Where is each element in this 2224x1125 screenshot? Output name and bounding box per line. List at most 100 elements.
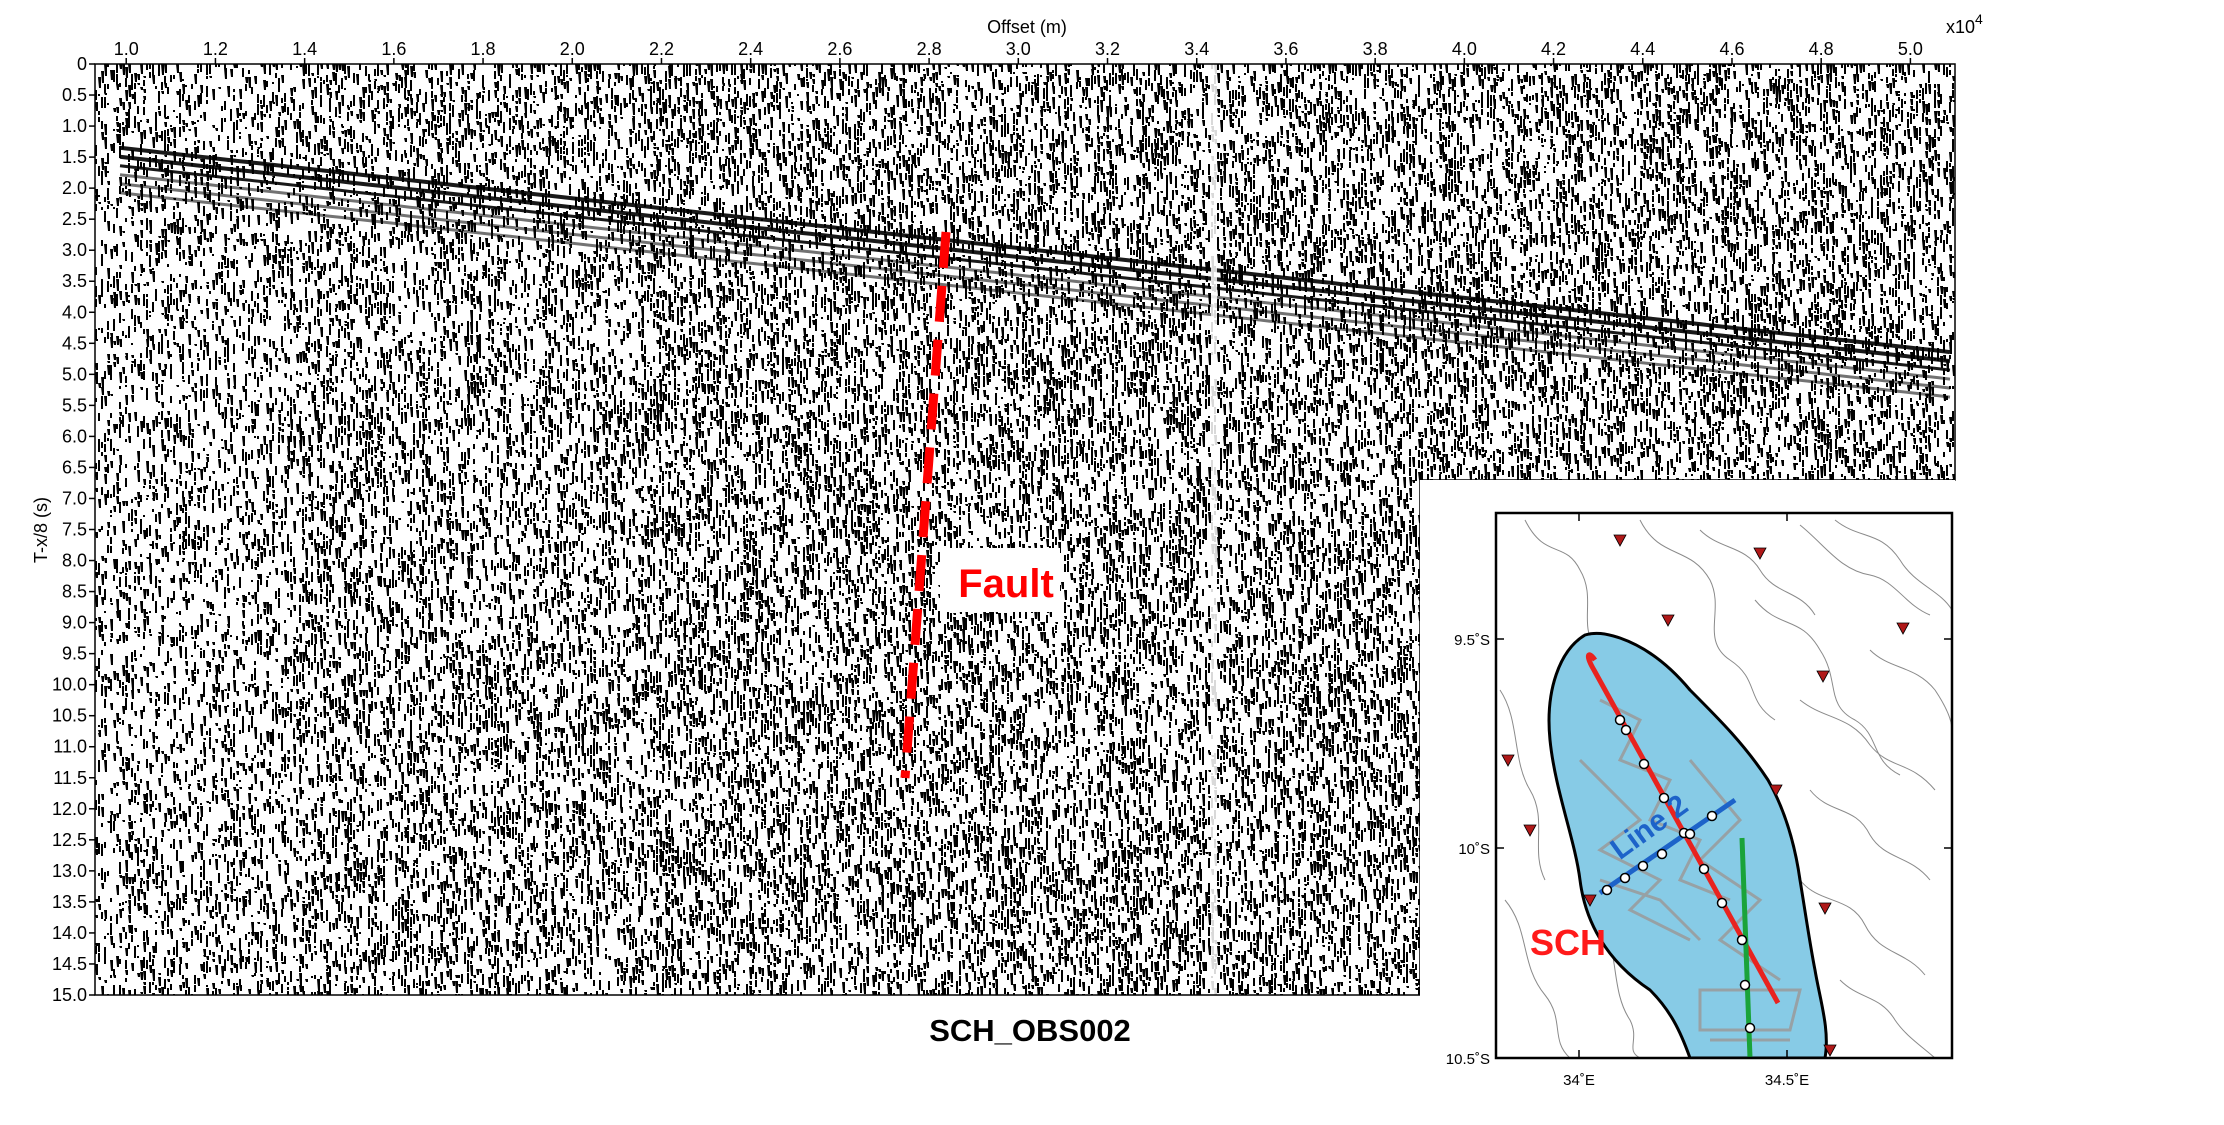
y-tick-label: 11.0 [53, 737, 87, 757]
x-tick-label: 4.0 [1452, 39, 1477, 59]
fault-label-box [940, 548, 1060, 612]
y-tick-label: 1.5 [62, 147, 87, 167]
arrival-band-4 [119, 173, 1951, 381]
station-triangle-marker [1816, 670, 1830, 683]
y-tick-label: 8.5 [62, 582, 87, 602]
y-tick-label: 14.5 [52, 954, 87, 974]
x-tick-label: 2.6 [827, 39, 852, 59]
y-axis-label: T-x/8 (s) [31, 497, 51, 563]
x-tick-label: 1.0 [114, 39, 139, 59]
inset-map: Line 2 SCH 9.5˚S 10˚S 10.5˚S 34˚E 34.5˚E [1420, 480, 1955, 1089]
station-triangle-marker [1753, 547, 1767, 560]
lake-label: SCH [1530, 922, 1606, 963]
obs-station-marker [1744, 1022, 1756, 1034]
y-tick-label: 3.0 [62, 240, 87, 260]
first-arrival-phase [119, 145, 1951, 399]
y-tick-label: 14.0 [52, 923, 87, 943]
obs-stations [1601, 714, 1756, 1034]
obs-station-marker [1736, 934, 1748, 946]
fault-dashed-line [900, 231, 951, 779]
x-tick-label: 3.4 [1184, 39, 1209, 59]
station-triangle-marker [1769, 784, 1783, 797]
y-tick-label: 7.0 [62, 488, 87, 508]
y-tick-label: 5.0 [62, 364, 87, 384]
x-tick-label: 4.8 [1809, 39, 1834, 59]
x-tick-label: 4.2 [1541, 39, 1566, 59]
obs-station-marker [1716, 897, 1728, 909]
offset-axis: 1.0 1.2 1.4 1.6 1.8 2.0 2.2 2.4 2.6 2.8 3.0 3.2 3.4 3… [114, 39, 1923, 64]
map-ticks [1496, 513, 1952, 1058]
x-tick-label: 1.6 [381, 39, 406, 59]
y-tick-label: 12.5 [52, 830, 87, 850]
map-frame [1494, 511, 1954, 1060]
x-tick-label: 3.2 [1095, 39, 1120, 59]
y-tick-label: 0.5 [62, 85, 87, 105]
y-tick-label: 5.5 [62, 395, 87, 415]
arrival-band-3 [119, 164, 1951, 372]
x-tick-label: 4.4 [1630, 39, 1655, 59]
x-tick-label: 1.2 [203, 39, 228, 59]
y-tick-label: 13.0 [52, 861, 87, 881]
y-tick-label: 3.5 [62, 271, 87, 291]
arrival-band-5 [119, 182, 1951, 390]
obs-station-marker [1739, 979, 1751, 991]
station-triangle-marker [1661, 614, 1675, 627]
fault-label: Fault [958, 562, 1054, 606]
y-tick-label: 0 [77, 54, 87, 74]
arrival-band-6 [119, 191, 1951, 399]
x-tick-label: 4.6 [1719, 39, 1744, 59]
y-tick-label: 7.5 [62, 520, 87, 540]
y-tick-label: 11.5 [53, 768, 87, 788]
x-axis-label: Offset (m) [987, 17, 1067, 37]
obs-station-marker [1637, 860, 1649, 872]
fault-annotation: Fault [900, 231, 1060, 779]
x-tick-label: 3.8 [1363, 39, 1388, 59]
lake-shape [1547, 631, 1828, 1058]
y-tick-label: 2.0 [62, 178, 87, 198]
x-tick-label: 1.4 [292, 39, 317, 59]
obs-station-marker [1698, 863, 1710, 875]
y-tick-label: 6.5 [62, 457, 87, 477]
station-triangle-marker [1523, 824, 1537, 837]
obs-station-marker [1638, 758, 1650, 770]
y-tick-label: 8.0 [62, 551, 87, 571]
station-triangle-marker [1613, 534, 1627, 547]
seismic-traces-upper [95, 64, 1955, 480]
station-triangle-marker [1818, 902, 1832, 915]
obs-station-marker [1658, 792, 1670, 804]
obs-station-marker [1656, 848, 1668, 860]
obs-station-marker [1601, 884, 1613, 896]
x-tick-label: 2.8 [917, 39, 942, 59]
y-tick-label: 12.0 [52, 799, 87, 819]
y-tick-label: 6.0 [62, 426, 87, 446]
x-tick-label: 2.2 [649, 39, 674, 59]
y-tick-label: 9.5 [62, 644, 87, 664]
y-tick-label: 13.5 [52, 892, 87, 912]
seismic-traces-lower [95, 480, 1420, 995]
arrival-band-1 [119, 145, 1951, 355]
y-tick-label: 10.5 [52, 706, 87, 726]
y-tick-label: 2.5 [62, 209, 87, 229]
lat-label-9-5: 9.5˚S [1454, 632, 1490, 649]
station-triangle-marker [1501, 754, 1515, 767]
lat-label-10: 10˚S [1458, 841, 1490, 858]
y-tick-label: 4.5 [62, 333, 87, 353]
arrival-band-2 [119, 154, 1951, 364]
seismic-section: 1.0 1.2 1.4 1.6 1.8 2.0 2.2 2.4 2.6 2.8 3.0 3.2 3.4 3… [31, 11, 1983, 1005]
lon-label-34-5: 34.5˚E [1765, 1072, 1809, 1089]
x-tick-label: 1.8 [471, 39, 496, 59]
x-tick-label: 2.4 [738, 39, 763, 59]
lat-label-10-5: 10.5˚S [1446, 1051, 1490, 1068]
station-triangle-marker [1823, 1044, 1837, 1057]
figure-title: SCH_OBS002 [929, 1013, 1131, 1048]
y-tick-label: 10.0 [52, 675, 87, 695]
land-stations [1501, 534, 1910, 1057]
station-triangle-marker [1896, 622, 1910, 635]
obs-station-marker [1706, 810, 1718, 822]
time-axis: 0 0.5 1.0 1.5 2.0 2.5 3.0 3.5 4.0 4.5 5.0 5.5 6.0 6.5… [52, 54, 95, 1005]
y-tick-label: 15.0 [52, 985, 87, 1005]
data-gap-stripe [1211, 64, 1217, 995]
station-triangle-marker [1583, 894, 1597, 907]
y-tick-label: 1.0 [62, 116, 87, 136]
